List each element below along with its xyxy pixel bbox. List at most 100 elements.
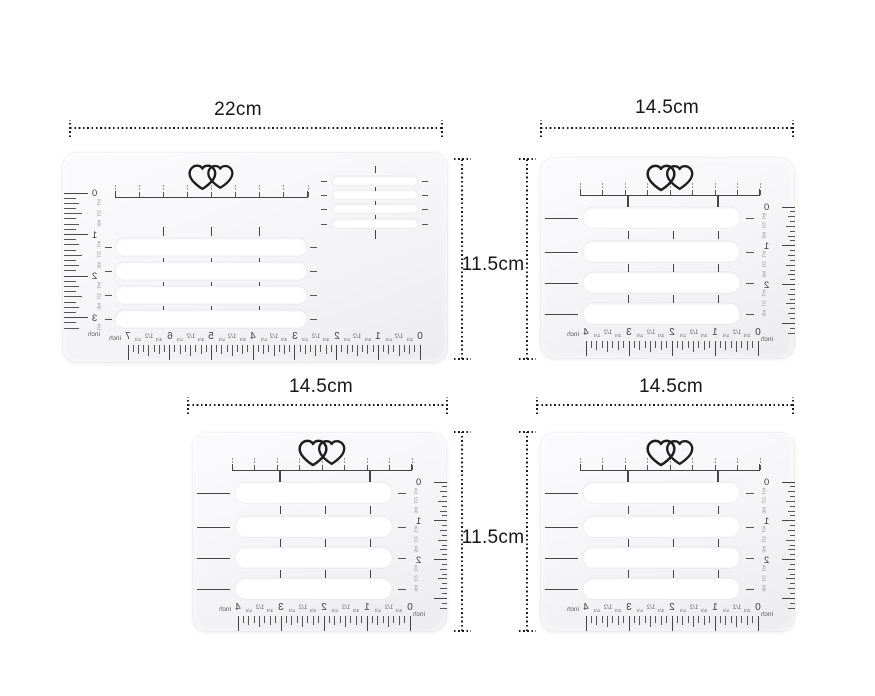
ruler-tick <box>790 317 795 319</box>
guide-dot <box>411 458 413 460</box>
slot-tick <box>210 227 212 236</box>
ruler-fraction: 1/2 <box>761 575 767 582</box>
ruler-unit-label: inch <box>413 611 425 618</box>
slot-side-dash <box>321 180 327 182</box>
dimension-cap <box>519 431 536 433</box>
ruler-fraction: 3/4 <box>761 507 767 514</box>
ruler-fraction: 1/2 <box>646 329 655 336</box>
dimension-cap <box>792 397 794 414</box>
ruler-number: 1 <box>763 240 769 252</box>
ruler-tick <box>746 616 748 625</box>
address-slot <box>583 578 740 599</box>
ruler-fraction: 1/4 <box>385 337 393 343</box>
guide-tick <box>714 190 716 195</box>
ruler-tick <box>786 264 795 266</box>
ruler-tick <box>383 345 384 352</box>
guide-tick <box>299 465 300 470</box>
ruler-tick <box>434 597 447 599</box>
dimension-cap <box>187 397 189 414</box>
ruler-tick <box>719 341 721 348</box>
guide-end-hook <box>758 463 760 470</box>
ruler-fraction: 1/2 <box>732 604 741 611</box>
ruler-fraction: 3/4 <box>309 608 317 614</box>
ruler-tick <box>782 597 795 599</box>
ruler-tick <box>434 520 447 522</box>
guide-end-hook <box>580 463 582 470</box>
ruler-tick <box>237 616 239 631</box>
guide-tick <box>254 465 255 470</box>
ruler-number: 0 <box>415 477 421 488</box>
left-guide-line <box>545 557 578 559</box>
ruler-tick <box>263 345 265 354</box>
address-slot <box>115 286 307 304</box>
slot-side-dash <box>321 223 327 225</box>
ruler-tick <box>268 345 270 352</box>
slot-side-dash <box>746 217 754 219</box>
dimension-label-row2-height: 11.5cm <box>461 527 525 548</box>
ruler-tick <box>788 293 795 295</box>
ruler-fraction: 1/2 <box>341 604 350 611</box>
slot-side-dash <box>746 251 754 253</box>
ruler-number: 0 <box>763 477 769 488</box>
left-inch-ruler: 0 1 2 3 1/4 1/2 3/4 1/4 1/2 3/4 1/4 1/2 3/4 1/4 inch <box>64 188 102 338</box>
ruler-fraction: 1/2 <box>689 604 698 611</box>
ruler-unit-label: inch <box>761 336 773 343</box>
ruler-fraction: 1/2 <box>413 536 419 543</box>
guide-dot <box>737 458 738 460</box>
slot-tick <box>258 257 260 265</box>
ruler-fraction: 3/4 <box>96 220 102 227</box>
guide-dot <box>647 461 648 463</box>
ruler-fraction: 1/4 <box>722 333 730 339</box>
guide-tick <box>259 192 261 197</box>
guide-dot <box>114 188 116 190</box>
ruler-fraction: 1/4 <box>636 333 644 339</box>
ruler-tick <box>64 275 88 277</box>
slot-side-dash <box>105 247 112 248</box>
dimension-line-row2-height-right <box>519 431 536 632</box>
ruler-tick <box>388 616 389 627</box>
ruler-unit-label: inch <box>219 606 231 613</box>
guide-tick <box>759 190 761 195</box>
dimension-cap <box>519 358 536 360</box>
slot-tick <box>374 215 376 219</box>
guide-dot <box>186 185 188 187</box>
ruler-tick <box>355 616 357 625</box>
guide-tick <box>366 465 368 470</box>
guide-end-hook <box>410 463 412 470</box>
right-inch-ruler: 0 1 2 1/4 1/2 3/4 1/4 1/2 3/4 1/4 1/2 3/4 inch <box>761 477 795 618</box>
ruler-tick <box>388 345 390 354</box>
dimension-cap <box>69 120 71 137</box>
ruler-tick <box>790 563 795 565</box>
ruler-fraction: 1/4 <box>761 251 767 258</box>
dimension-line-row2-height-left <box>454 431 471 632</box>
ruler-tick <box>639 616 641 625</box>
address-slot <box>235 482 392 503</box>
address-slot <box>332 219 418 228</box>
ruler-tick <box>307 616 309 623</box>
ruler-tick <box>64 285 79 287</box>
guide-dot <box>602 186 603 188</box>
ruler-tick <box>788 588 795 590</box>
slot-tick <box>717 230 719 239</box>
ruler-tick <box>438 539 447 541</box>
ruler-number: 3 <box>626 327 632 338</box>
ruler-fraction: 3/4 <box>96 303 102 310</box>
ruler-fraction: 3/4 <box>352 608 360 614</box>
address-slot <box>583 303 740 324</box>
ruler-tick <box>655 616 657 623</box>
ruler-tick <box>730 616 732 623</box>
ruler-number: 2 <box>669 327 675 338</box>
dimension-cap <box>540 120 542 137</box>
guide-dot <box>283 188 285 190</box>
address-slot <box>115 310 307 328</box>
guide-dot <box>692 458 693 460</box>
guide-dot <box>714 458 716 460</box>
address-slot <box>332 204 418 213</box>
guide-tick <box>714 465 716 470</box>
slot-side-dash <box>746 557 754 559</box>
left-guide-line <box>545 526 578 528</box>
ruler-tick <box>362 345 364 352</box>
ruler-fraction: 3/4 <box>96 261 102 269</box>
slot-tick <box>672 230 674 239</box>
ruler-tick <box>790 544 795 546</box>
